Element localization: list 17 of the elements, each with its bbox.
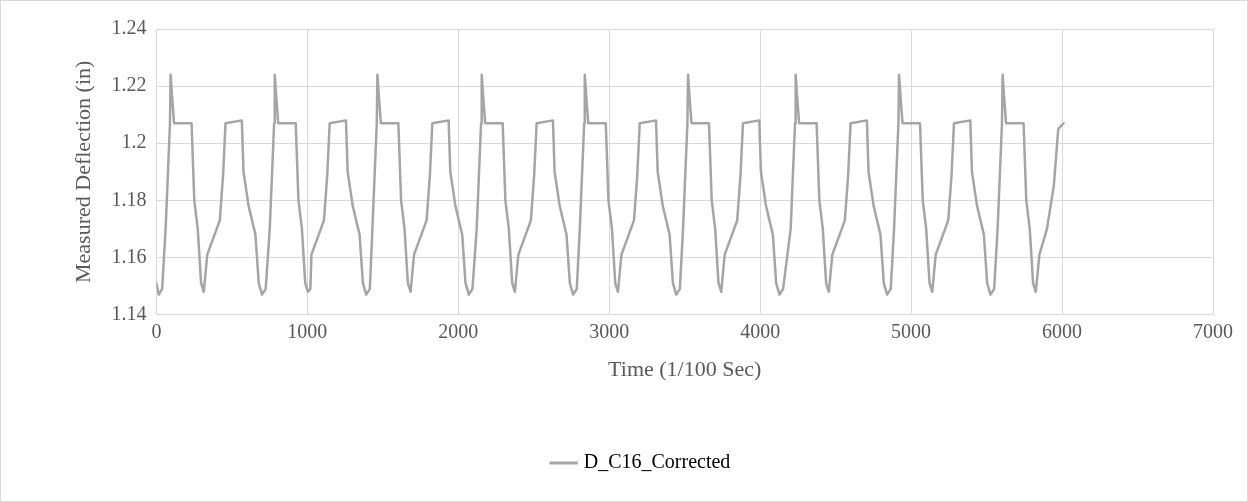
x-tick-label: 0 bbox=[151, 319, 162, 342]
x-tick-label: 6000 bbox=[1042, 319, 1083, 342]
y-tick-label: 1.22 bbox=[111, 73, 147, 96]
x-tick-label: 2000 bbox=[438, 319, 479, 342]
x-tick-label: 5000 bbox=[891, 319, 932, 342]
y-tick-label: 1.18 bbox=[111, 187, 147, 210]
y-tick-label: 1.16 bbox=[111, 244, 147, 267]
x-tick-label: 4000 bbox=[740, 319, 781, 342]
y-axis-title: Measured Deflection (in) bbox=[69, 60, 95, 283]
x-tick-label: 7000 bbox=[1193, 319, 1233, 342]
y-tick-label: 1.24 bbox=[111, 16, 147, 39]
x-axis-title: Time (1/100 Sec) bbox=[608, 355, 762, 381]
y-tick-label: 1.2 bbox=[121, 130, 147, 153]
legend-label: D_C16_Corrected bbox=[583, 450, 731, 473]
y-tick-label: 1.14 bbox=[111, 301, 147, 324]
x-tick-label: 1000 bbox=[287, 319, 328, 342]
x-tick-label: 3000 bbox=[589, 319, 630, 342]
